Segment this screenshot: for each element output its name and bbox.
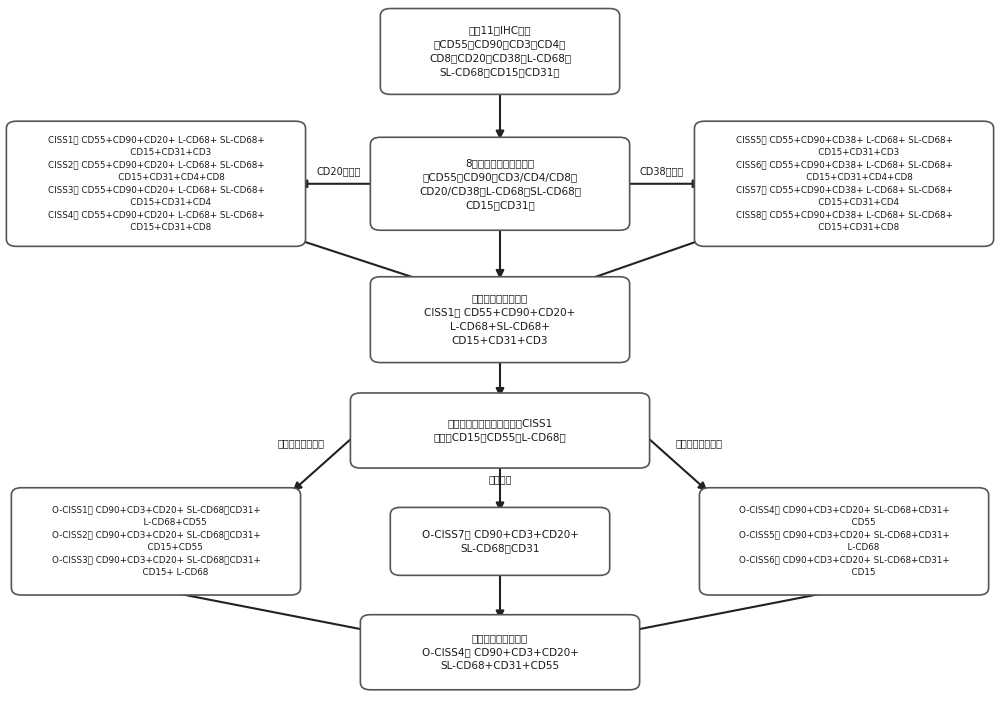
Text: CD38入组合: CD38入组合 (639, 167, 684, 177)
Text: O-CISS7： CD90+CD3+CD20+
SL-CD68＋CD31: O-CISS7： CD90+CD3+CD20+ SL-CD68＋CD31 (422, 529, 578, 554)
FancyBboxPatch shape (694, 121, 994, 246)
FancyBboxPatch shape (11, 488, 301, 595)
Text: 8类细胞标记的原始组合
（CD55、CD90、CD3/CD4/CD8、
CD20/CD38、L-CD68、SL-CD68、
CD15、CD31）: 8类细胞标记的原始组合 （CD55、CD90、CD3/CD4/CD8、 CD20… (419, 158, 581, 210)
FancyBboxPatch shape (390, 508, 610, 575)
Text: CD20入组合: CD20入组合 (316, 167, 361, 177)
Text: 筛出最强的优化组合
O-CISS4： CD90+CD3+CD20+
SL-CD68+CD31+CD55: 筛出最强的优化组合 O-CISS4： CD90+CD3+CD20+ SL-CD6… (422, 633, 578, 671)
Text: 纳入11个IHC标记
（CD55、CD90、CD3、CD4、
CD8、CD20、CD38、L-CD68、
SL-CD68、CD15、CD31）: 纳入11个IHC标记 （CD55、CD90、CD3、CD4、 CD8、CD20、… (429, 25, 571, 78)
FancyBboxPatch shape (6, 121, 306, 246)
FancyBboxPatch shape (370, 276, 630, 363)
Text: 含会三者: 含会三者 (488, 474, 512, 484)
FancyBboxPatch shape (370, 137, 630, 230)
Text: O-CISS1： CD90+CD3+CD20+ SL-CD68＋CD31+
              L-CD68+CD55
O-CISS2： CD90+CD: O-CISS1： CD90+CD3+CD20+ SL-CD68＋CD31+ L-… (52, 505, 260, 577)
Text: 含会其中的任两者: 含会其中的任两者 (676, 439, 723, 449)
FancyBboxPatch shape (350, 393, 650, 468)
Text: O-CISS4： CD90+CD3+CD20+ SL-CD68+CD31+
              CD55
O-CISS5： CD90+CD3+CD20+: O-CISS4： CD90+CD3+CD20+ SL-CD68+CD31+ CD… (739, 505, 949, 577)
FancyBboxPatch shape (380, 9, 620, 94)
Text: CISS1： CD55+CD90+CD20+ L-CD68+ SL-CD68+
           CD15+CD31+CD3
CISS2： CD55+CD9: CISS1： CD55+CD90+CD20+ L-CD68+ SL-CD68+ … (48, 136, 264, 232)
FancyBboxPatch shape (360, 615, 640, 690)
Text: 简化及优化最强的原始组合CISS1
（含会CD15、CD55、L-CD68）: 简化及优化最强的原始组合CISS1 （含会CD15、CD55、L-CD68） (434, 419, 566, 442)
Text: CISS5： CD55+CD90+CD38+ L-CD68+ SL-CD68+
           CD15+CD31+CD3
CISS6： CD55+CD9: CISS5： CD55+CD90+CD38+ L-CD68+ SL-CD68+ … (736, 136, 952, 232)
Text: 筛出最强的原始组合
CISS1： CD55+CD90+CD20+
L-CD68+SL-CD68+
CD15+CD31+CD3: 筛出最强的原始组合 CISS1： CD55+CD90+CD20+ L-CD68+… (424, 294, 576, 345)
Text: 含会其中的任一者: 含会其中的任一者 (277, 439, 324, 449)
FancyBboxPatch shape (699, 488, 989, 595)
